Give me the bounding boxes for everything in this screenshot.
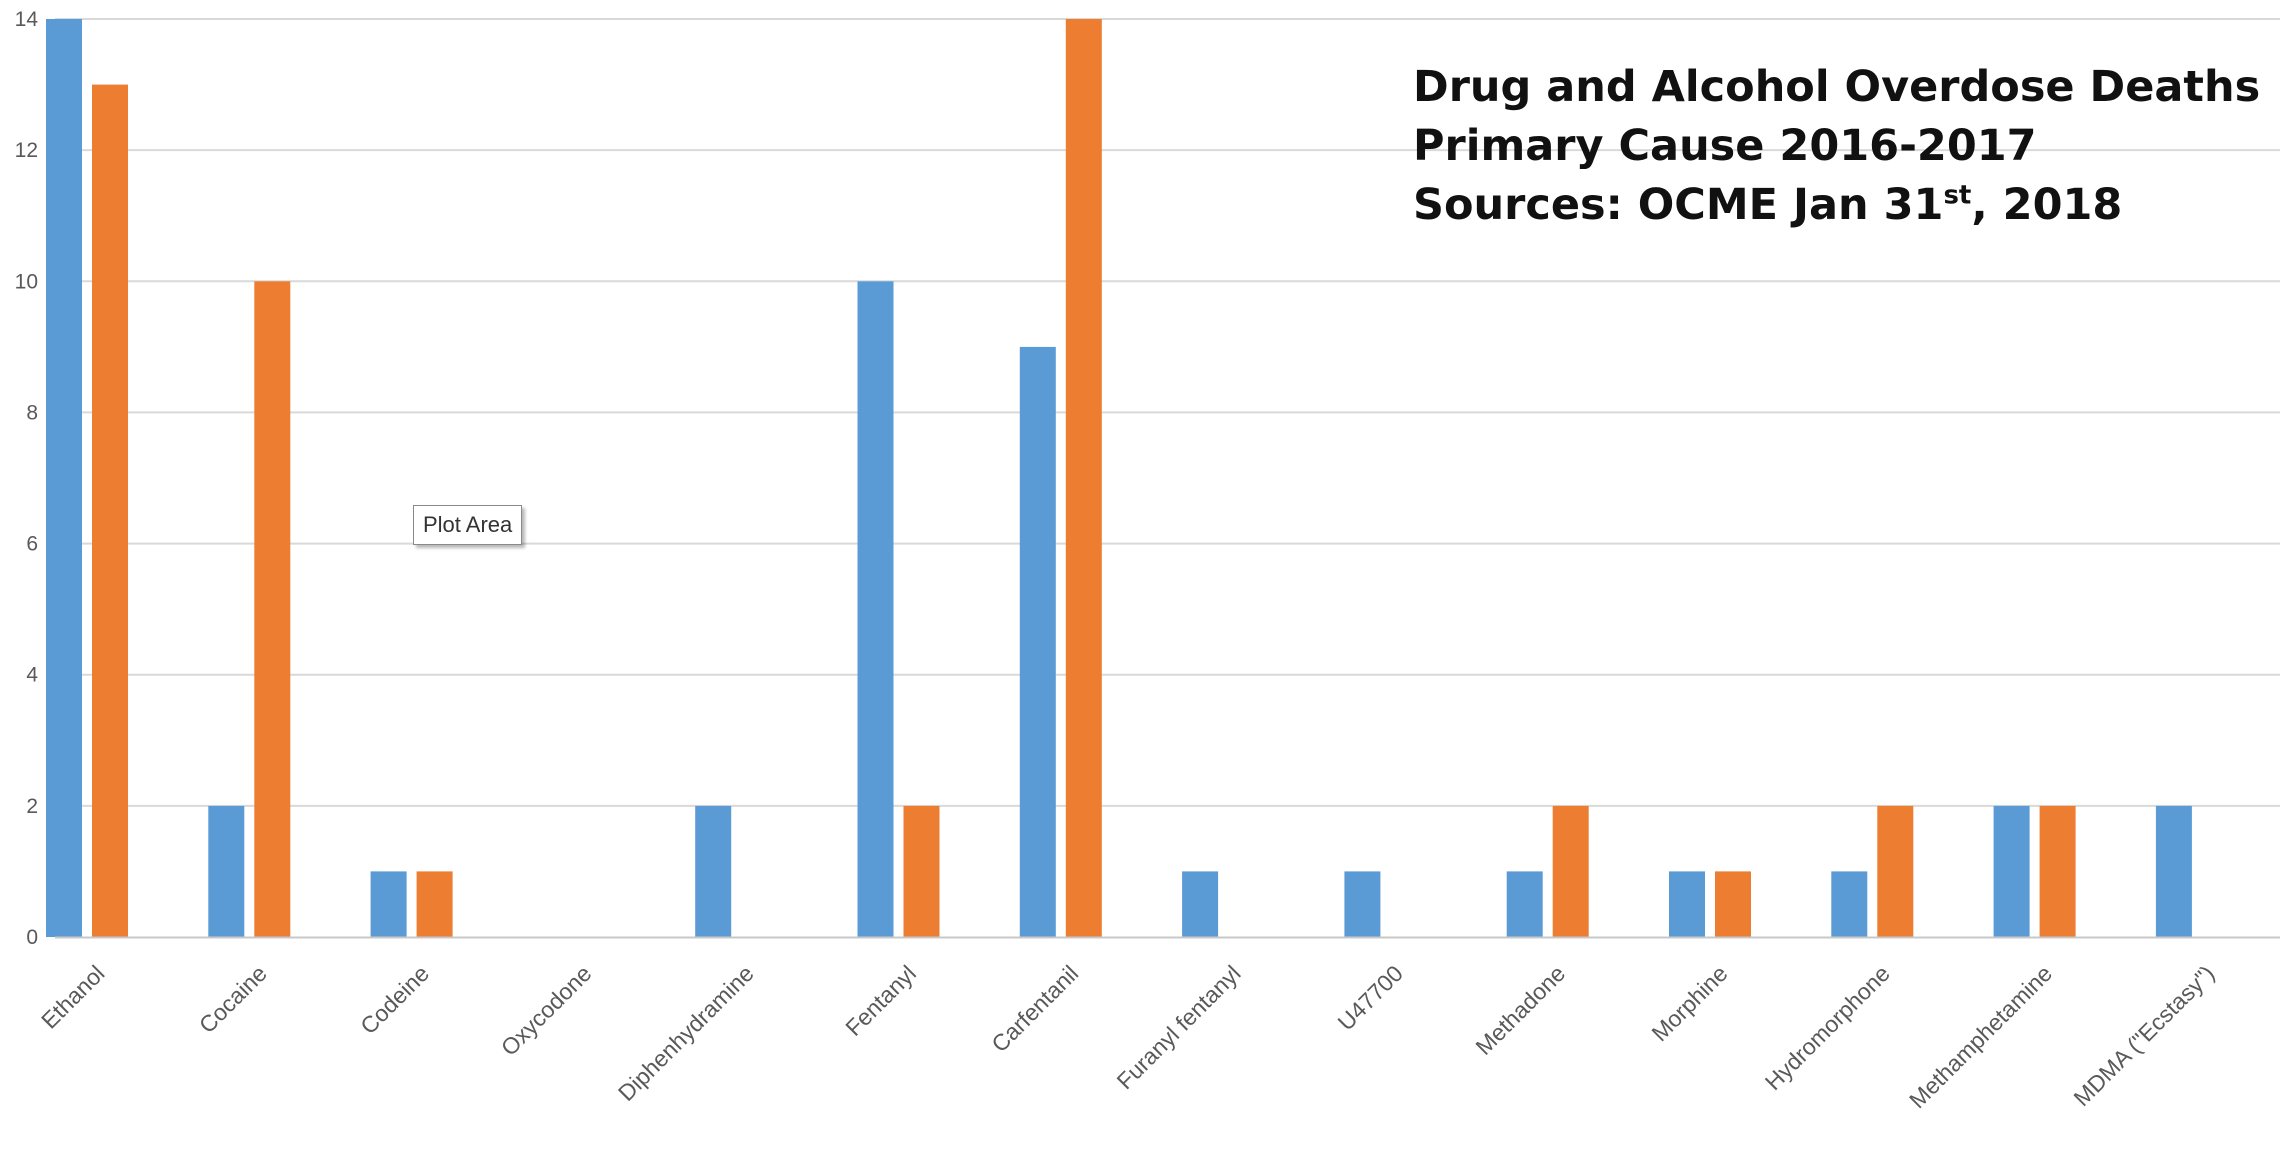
x-tick-label: Diphenhydramine: [613, 960, 759, 1106]
title-line-2: Primary Cause 2016-2017: [1413, 121, 2037, 171]
y-tick-label: 10: [15, 270, 38, 293]
bar: [1344, 871, 1381, 937]
bar: [857, 281, 894, 937]
x-tick-label: Furanyl fentanyl: [1112, 960, 1246, 1094]
bars: [46, 19, 2192, 938]
bar: [1506, 871, 1543, 937]
x-tick-label: Morphine: [1646, 960, 1732, 1046]
bar: [2039, 805, 2076, 937]
x-tick-label: Ethanol: [36, 960, 110, 1034]
bar: [1182, 871, 1219, 937]
title-line-3: Sources: OCME Jan 31st, 2018: [1413, 176, 2260, 235]
bar: [46, 19, 82, 937]
x-axis-labels: Ethanol Cocaine Codeine Oxycodone Diphenhydr…: [36, 960, 2219, 1113]
x-tick-label: Carfentanil: [986, 960, 1083, 1057]
bar: [1715, 871, 1751, 937]
bar: [370, 871, 407, 937]
y-tick-label: 4: [26, 664, 38, 687]
x-tick-label: Cocaine: [194, 960, 272, 1038]
bar: [1065, 19, 1102, 937]
y-axis-ticks: 0 2 4 6 8 10 12 14: [15, 8, 39, 949]
plot-area-tooltip: Plot Area: [413, 505, 523, 545]
bar: [1831, 871, 1868, 937]
x-tick-label: Hydromorphone: [1760, 960, 1895, 1095]
bar: [92, 84, 128, 938]
x-tick-label: Fentanyl: [840, 960, 921, 1041]
chart-title: Drug and Alcohol Overdose Deaths Primary…: [1413, 58, 2260, 235]
y-tick-label: 0: [26, 926, 38, 949]
y-tick-label: 8: [26, 401, 38, 424]
bar: [1877, 805, 1914, 937]
bar: [208, 805, 245, 937]
x-tick-label: Codeine: [355, 960, 434, 1039]
bar: [254, 281, 291, 937]
x-tick-label: Methadone: [1470, 960, 1570, 1060]
bar: [695, 805, 732, 937]
bar: [1019, 346, 1056, 937]
bar: [1669, 871, 1705, 937]
bar: [1993, 805, 2030, 937]
y-tick-label: 2: [26, 795, 38, 818]
source-year: , 2018: [1971, 180, 2123, 230]
y-tick-label: 12: [15, 139, 38, 162]
y-tick-label: 6: [26, 533, 38, 556]
bar: [2155, 805, 2192, 937]
x-tick-label: Methamphetamine: [1904, 960, 2057, 1113]
title-line-1: Drug and Alcohol Overdose Deaths: [1413, 62, 2261, 112]
y-tick-label: 14: [15, 8, 39, 31]
bar: [416, 871, 453, 937]
bar: [903, 805, 940, 937]
bar: [1552, 805, 1589, 937]
source-superscript: st: [1943, 180, 1972, 211]
x-tick-label: MDMA ("Ecstasy"): [2068, 960, 2219, 1111]
x-tick-label: U47700: [1333, 960, 1408, 1035]
source-text: Sources: OCME Jan 31: [1413, 180, 1944, 230]
x-tick-label: Oxycodone: [496, 960, 597, 1061]
